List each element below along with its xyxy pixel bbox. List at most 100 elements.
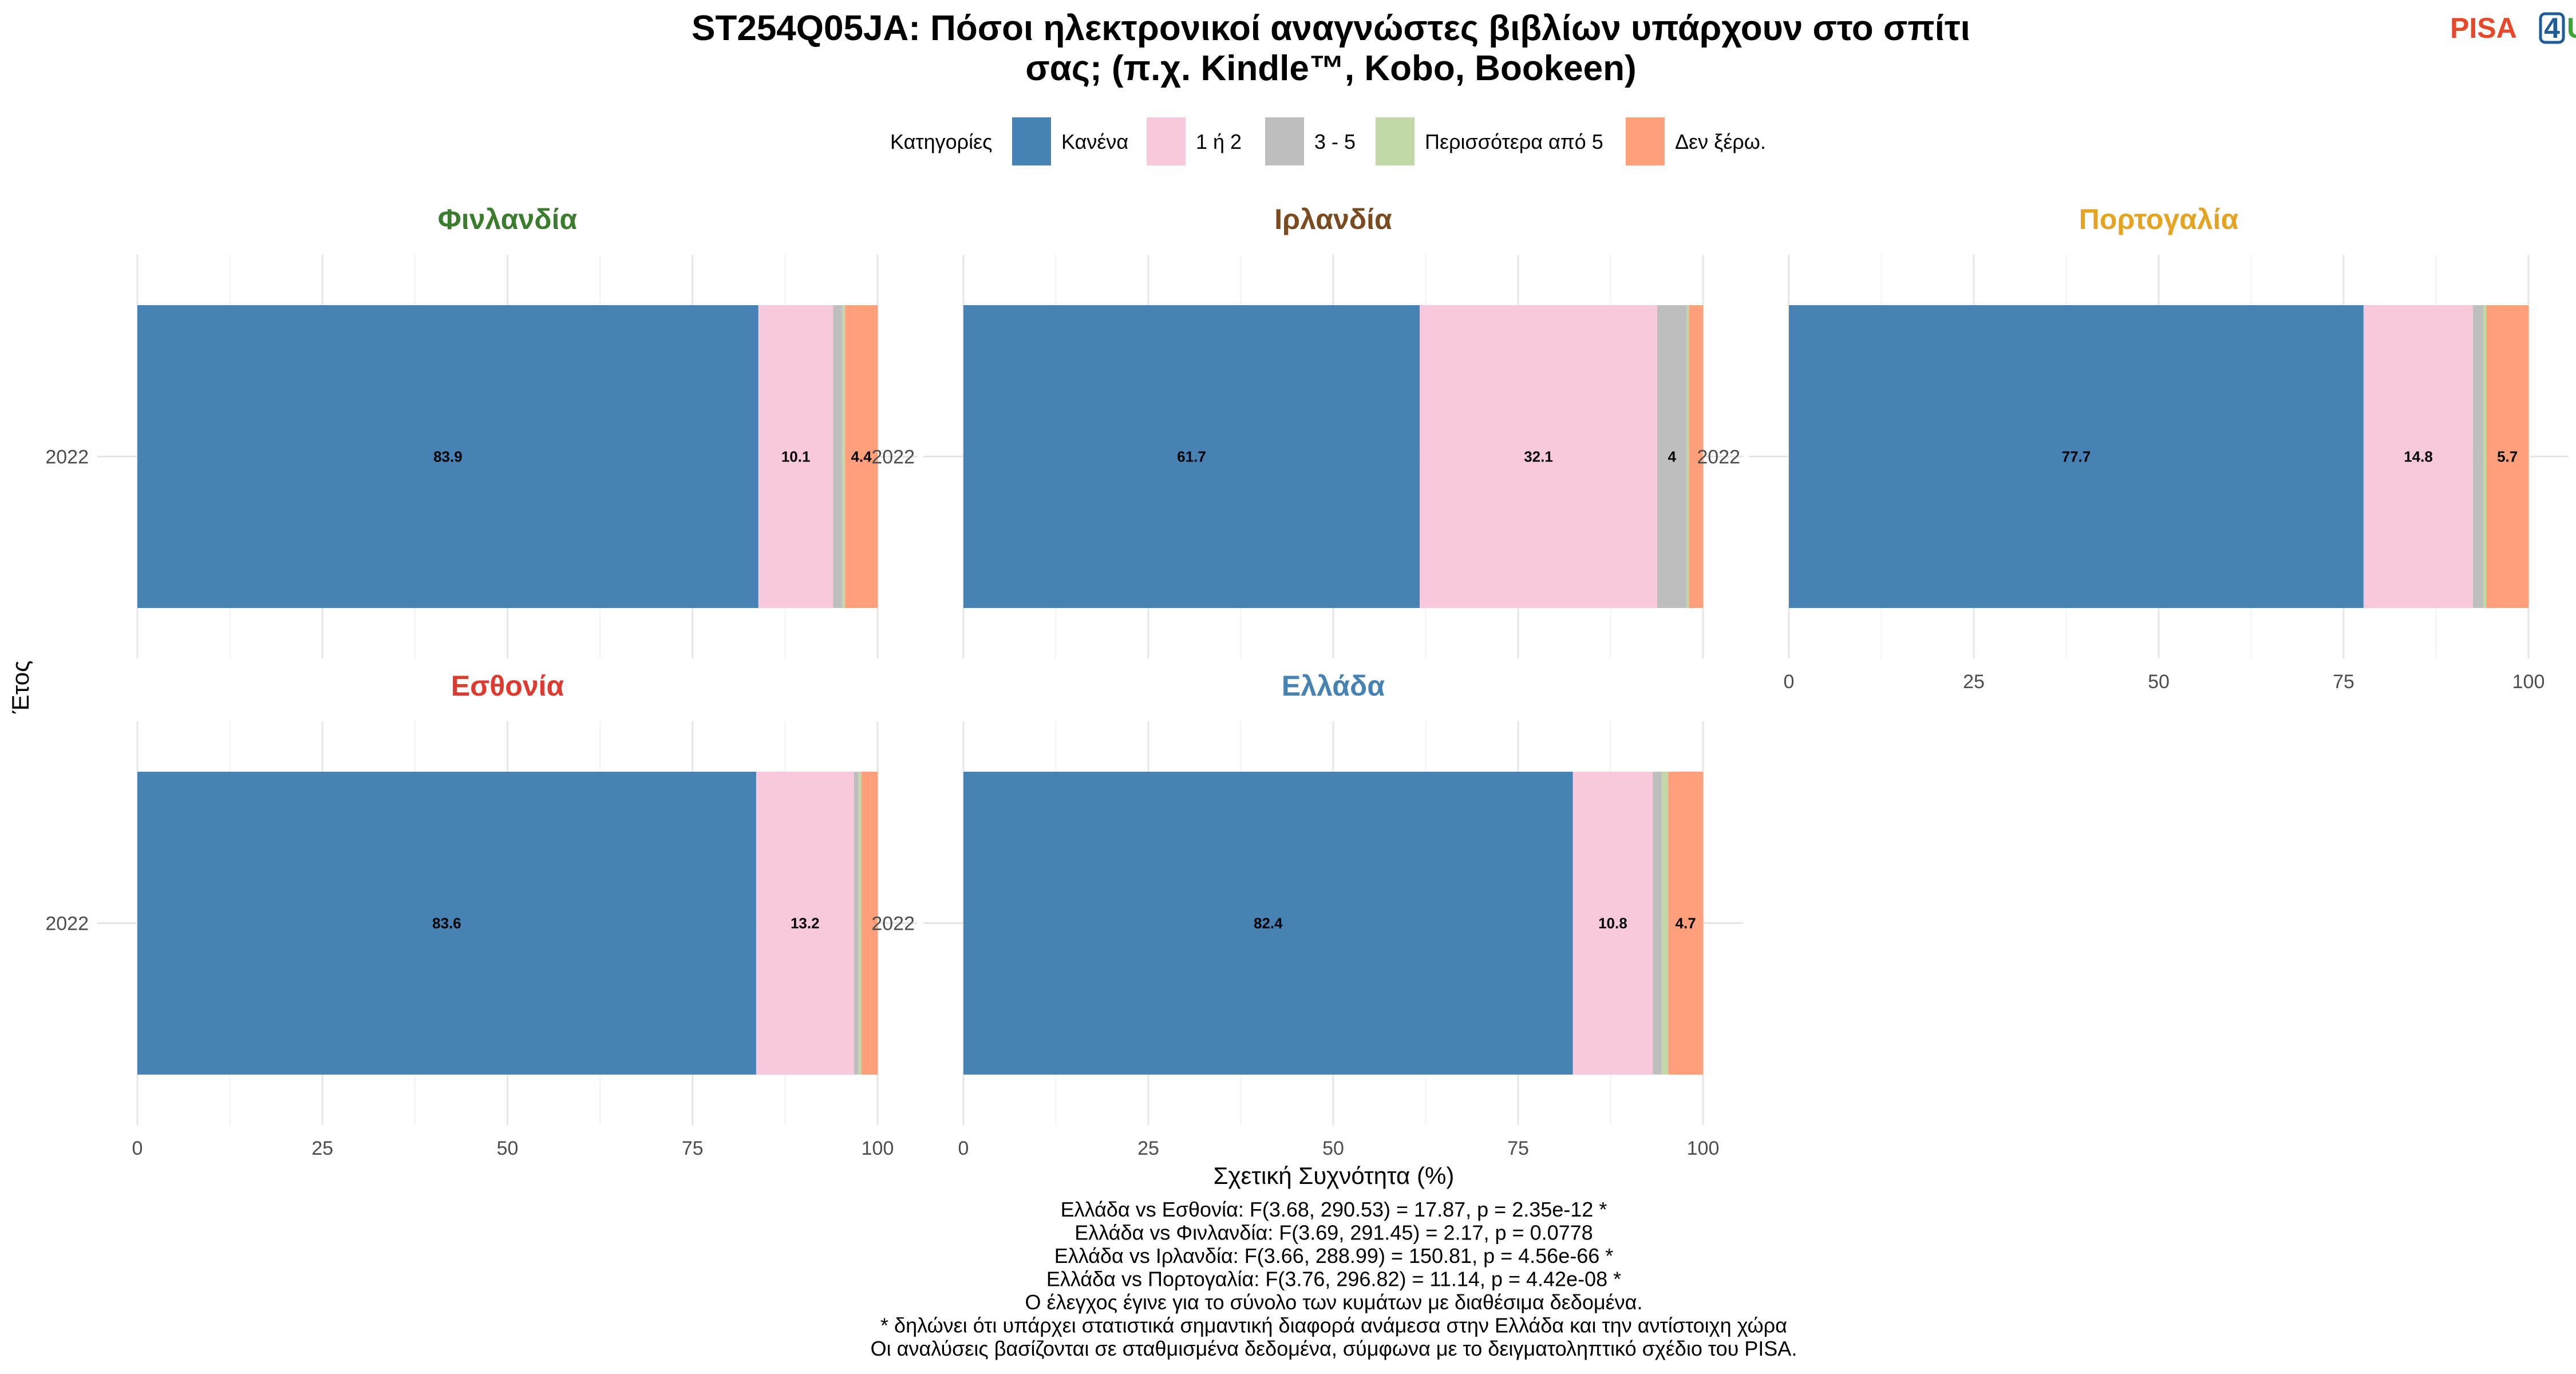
bar-segment — [1661, 772, 1669, 1075]
y-tick-label: 2022 — [45, 447, 89, 468]
x-tick-label: 50 — [497, 1138, 519, 1159]
legend-key-1 — [1012, 117, 1051, 165]
legend-key-3 — [1265, 117, 1304, 165]
chart-title-line-2: σας; (π.χ. Kindle™, Kobo, Bookeen) — [1025, 49, 1636, 88]
legend-title: Κατηγορίες — [890, 130, 993, 153]
bar-segment — [137, 772, 756, 1075]
footnote-line-3: Ελλάδα vs Ιρλανδία: F(3.66, 288.99) = 15… — [1054, 1244, 1614, 1268]
bar-value-label: 10.1 — [781, 448, 811, 465]
logo-four-box — [2539, 12, 2565, 44]
bar-segment — [1653, 772, 1662, 1075]
x-tick-label: 50 — [1322, 1138, 1344, 1159]
x-axis-title: Σχετική Συχνότητα (%) — [1214, 1162, 1455, 1189]
bar-segment — [861, 772, 878, 1075]
bar-segment — [1420, 305, 1657, 608]
y-tick-label: 2022 — [871, 447, 915, 468]
y-axis-title: Έτος — [7, 661, 34, 714]
x-tick-label: 100 — [1687, 1138, 1720, 1159]
panel-title: Ιρλανδία — [1274, 203, 1392, 235]
x-tick-label: 0 — [132, 1138, 143, 1159]
footnotes: Ελλάδα vs Εσθονία: F(3.68, 290.53) = 17.… — [871, 1198, 1797, 1360]
pisa4u-logo: PISA 4 U — [2450, 12, 2576, 44]
bar-segment — [756, 772, 854, 1075]
bar-segment — [1668, 772, 1703, 1075]
x-tick-label: 25 — [1963, 671, 1985, 693]
bar-value-label: 61.7 — [1177, 448, 1206, 465]
bar-segment — [758, 305, 833, 608]
bar-segment — [854, 772, 859, 1075]
bar-value-label: 10.8 — [1598, 915, 1627, 932]
panel-4: Εσθονία 2022 83.6 13.2 0 25 50 75 100 — [45, 670, 918, 1159]
bar-value-label: 4.7 — [1676, 915, 1696, 932]
footnote-line-5: Ο έλεγχος έγινε για το σύνολο των κυμάτω… — [1025, 1290, 1643, 1314]
y-tick-label: 2022 — [1697, 447, 1740, 468]
bar-segment — [2363, 305, 2474, 608]
bar-value-label: 77.7 — [2062, 448, 2091, 465]
panel-title: Εσθονία — [451, 670, 564, 702]
panel-title: Πορτογαλία — [2079, 203, 2239, 235]
bar-segment — [1657, 305, 1687, 608]
bar-segment — [1789, 305, 2364, 608]
bar-segment — [963, 305, 1420, 608]
legend-label-1: Κανένα — [1061, 130, 1128, 153]
bar-value-label: 5.7 — [2497, 448, 2518, 465]
bar-segment — [1686, 305, 1689, 608]
bar-value-label: 4.4 — [851, 448, 872, 465]
bar-segment — [1689, 305, 1703, 608]
legend-key-4 — [1376, 117, 1415, 165]
legend: Κατηγορίες Κανένα 1 ή 2 3 - 5 Περισσότερα α… — [890, 117, 1766, 165]
x-tick-label: 75 — [2333, 671, 2354, 693]
legend-label-2: 1 ή 2 — [1196, 130, 1242, 153]
chart-title-line-1: ST254Q05JA: Πόσοι ηλεκτρονικοί αναγνώστε… — [692, 9, 1970, 48]
x-tick-label: 50 — [2148, 671, 2170, 693]
bar-value-label: 13.2 — [791, 915, 820, 932]
x-tick-label: 25 — [1137, 1138, 1159, 1159]
bar-segment — [2486, 305, 2528, 608]
x-tick-label: 25 — [311, 1138, 333, 1159]
x-tick-label: 0 — [958, 1138, 969, 1159]
chart-title: ST254Q05JA: Πόσοι ηλεκτρονικοί αναγνώστε… — [692, 9, 1970, 88]
y-tick-label: 2022 — [871, 913, 915, 935]
chart-panels: Φινλανδία 2022 83.9 10.1 4.4 Ιρλανδία 2022 61.7… — [45, 203, 2569, 1159]
legend-key-2 — [1147, 117, 1186, 165]
legend-label-5: Δεν ξέρω. — [1675, 130, 1766, 153]
x-tick-label: 75 — [682, 1138, 704, 1159]
bar-segment — [1573, 772, 1653, 1075]
legend-label-3: 3 - 5 — [1314, 130, 1356, 153]
panel-title: Φινλανδία — [438, 203, 578, 235]
x-tick-label: 100 — [2512, 671, 2545, 693]
bar-value-label: 83.6 — [432, 915, 461, 932]
bar-segment — [845, 305, 878, 608]
footnote-line-2: Ελλάδα vs Φινλανδία: F(3.69, 291.45) = 2… — [1074, 1221, 1593, 1245]
bar-value-label: 83.9 — [433, 448, 463, 465]
footnote-line-6: * δηλώνει ότι υπάρχει στατιστικά σημαντι… — [880, 1314, 1787, 1337]
logo-pisa-text: PISA — [2450, 12, 2517, 44]
bar-segment — [963, 772, 1573, 1075]
panel-title: Ελλάδα — [1282, 670, 1385, 702]
panel-1: Φινλανδία 2022 83.9 10.1 4.4 — [45, 203, 918, 658]
bar-value-label: 32.1 — [1524, 448, 1553, 465]
bar-segment — [833, 305, 842, 608]
bar-segment — [858, 772, 862, 1075]
footnote-line-1: Ελλάδα vs Εσθονία: F(3.68, 290.53) = 17.… — [1061, 1198, 1607, 1221]
x-tick-label: 75 — [1507, 1138, 1529, 1159]
bar-segment — [841, 305, 846, 608]
legend-label-4: Περισσότερα από 5 — [1425, 130, 1603, 153]
y-tick-label: 2022 — [45, 913, 89, 935]
panel-3: Πορτογαλία 2022 77.7 14.8 5.7 0 25 50 75 100 — [1697, 203, 2569, 693]
panel-5: Ελλάδα 2022 82.4 10.8 4.7 0 25 50 75 100 — [871, 670, 1743, 1159]
bar-segment — [2473, 305, 2484, 608]
bar-segment — [137, 305, 758, 608]
x-tick-label: 100 — [862, 1138, 894, 1159]
bar-value-label: 14.8 — [2404, 448, 2433, 465]
bar-value-label: 82.4 — [1254, 915, 1283, 932]
footnote-line-4: Ελλάδα vs Πορτογαλία: F(3.76, 296.82) = … — [1046, 1268, 1621, 1291]
bar-value-label: 4 — [1668, 448, 1677, 465]
x-tick-label: 0 — [1784, 671, 1795, 693]
panel-2: Ιρλανδία 2022 61.7 32.1 4 — [871, 203, 1743, 658]
footnote-line-7: Οι αναλύσεις βασίζονται σε σταθμισμένα δ… — [871, 1337, 1797, 1360]
legend-key-5 — [1626, 117, 1665, 165]
logo-u-text: U — [2567, 12, 2576, 44]
logo-four-text: 4 — [2544, 12, 2560, 44]
